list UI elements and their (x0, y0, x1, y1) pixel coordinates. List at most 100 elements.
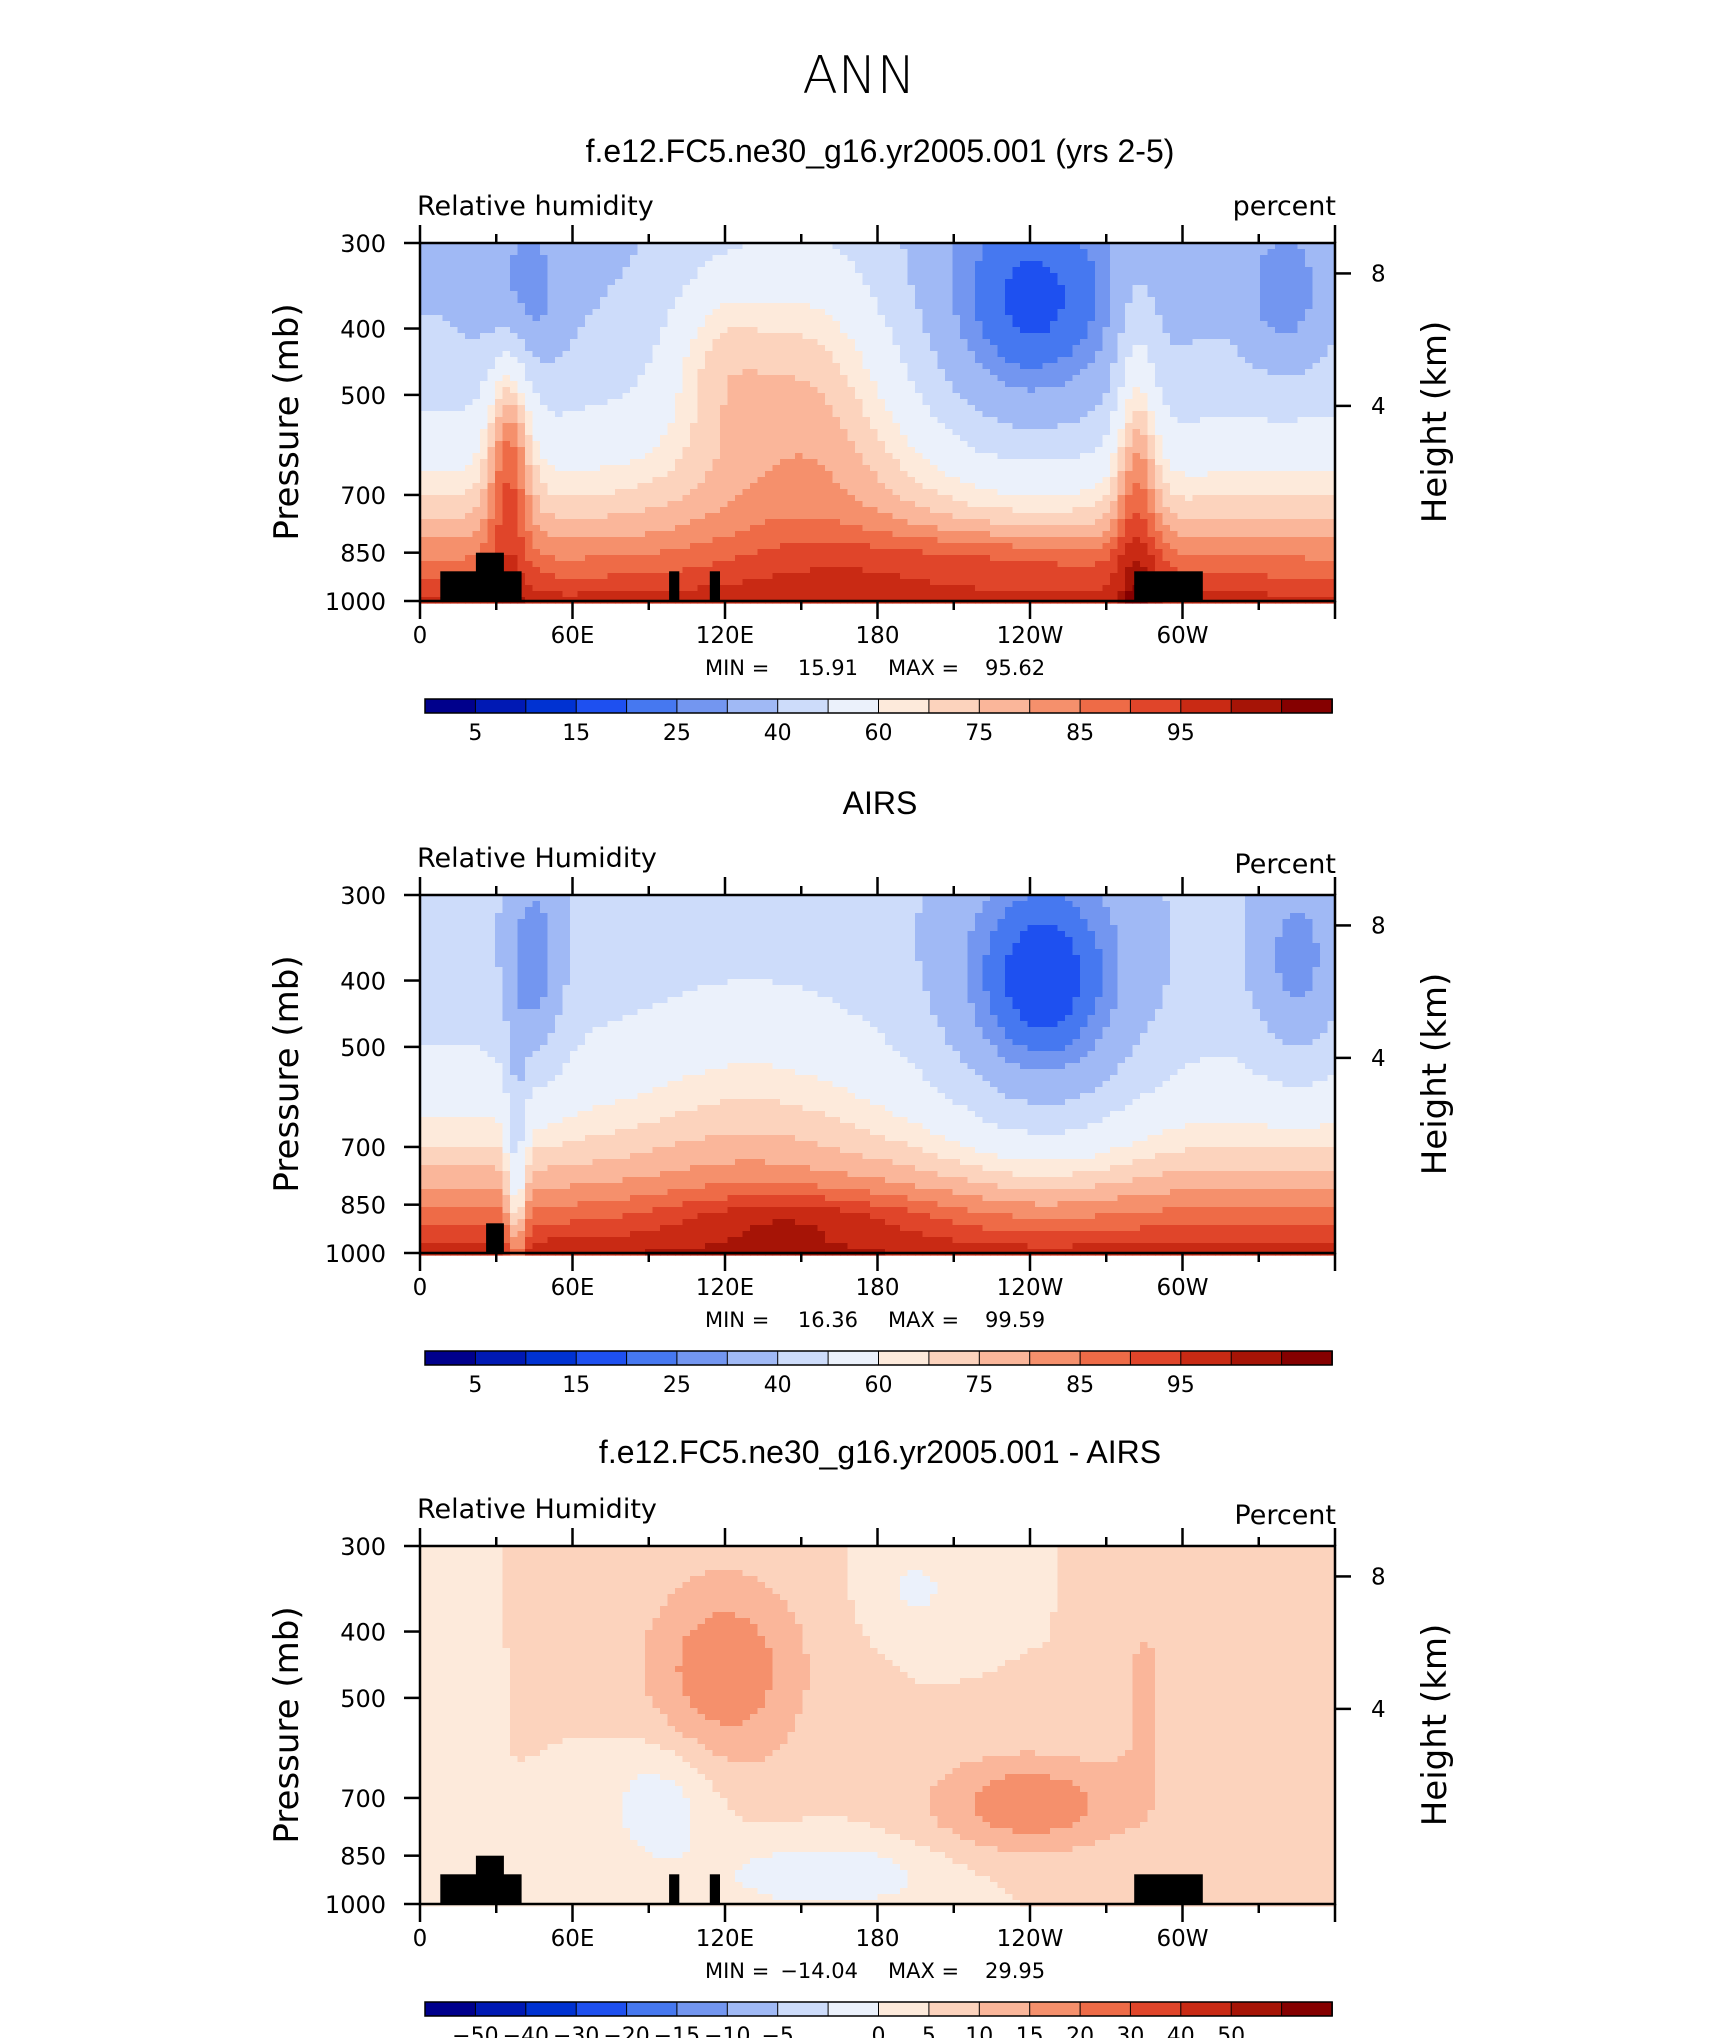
land-mask (710, 571, 720, 601)
x-tick-label: 120E (696, 623, 754, 649)
y-axis-title: Pressure (mb) (267, 1606, 307, 1843)
x-tick-label: 60W (1156, 1926, 1208, 1952)
panel-title: f.e12.FC5.ne30_g16.yr2005.001 (yrs 2-5) (586, 133, 1175, 169)
colorbar-box (677, 699, 728, 713)
colorbar-box (475, 2002, 526, 2016)
y-tick-label: 400 (340, 316, 386, 344)
land-mask (669, 1874, 679, 1904)
colorbar: −50 −40 −30 −20 −15 −10 −5 0 5 10 15 20 30 40 50 (425, 2002, 1332, 2038)
colorbar-box (677, 2002, 728, 2016)
x-tick-label: 60W (1156, 623, 1208, 649)
colorbar-box (1080, 699, 1131, 713)
colorbar-box (1030, 2002, 1081, 2016)
land-mask (476, 553, 504, 601)
x-tick-label: 120E (696, 1275, 754, 1301)
colorbar-box (979, 699, 1030, 713)
land-mask (669, 571, 679, 601)
colorbar-box (677, 1351, 728, 1365)
colorbar-label: −20 (603, 2024, 649, 2038)
colorbar-label: 0 (872, 2024, 886, 2038)
min-value: 15.91 (798, 656, 858, 680)
y-tick-label-right: 8 (1371, 1564, 1386, 1590)
panel-title: AIRS (843, 785, 918, 821)
units-label: Percent (1234, 849, 1336, 880)
colorbar-box (1130, 1351, 1181, 1365)
y-tick-label: 700 (340, 1134, 386, 1162)
colorbar-label: −5 (761, 2024, 793, 2038)
colorbar-label: 85 (1066, 1373, 1094, 1398)
y-axis-title-right: Height (km) (1415, 321, 1455, 524)
y-tick-label: 400 (340, 968, 386, 996)
colorbar-label: 50 (1217, 2024, 1245, 2038)
y-tick-label: 1000 (325, 588, 386, 616)
y-tick-label: 500 (340, 1685, 386, 1713)
min-label: MIN = (705, 656, 769, 680)
variable-label: Relative Humidity (417, 843, 657, 874)
colorbar-label: 95 (1167, 1373, 1195, 1398)
units-label: Percent (1234, 1500, 1336, 1531)
colorbar-box (627, 2002, 678, 2016)
land-mask (476, 1856, 504, 1904)
y-tick-label-right: 4 (1371, 1697, 1386, 1723)
colorbar-box (1282, 2002, 1333, 2016)
colorbar-label: 10 (965, 2024, 993, 2038)
y-tick-label: 500 (340, 1034, 386, 1062)
y-tick-label: 700 (340, 482, 386, 510)
colorbar-box (929, 2002, 980, 2016)
colorbar-label: 25 (663, 1373, 691, 1398)
colorbar-box (526, 1351, 577, 1365)
colorbar-box (828, 2002, 879, 2016)
min-value: 16.36 (798, 1308, 858, 1332)
colorbar-box (1030, 699, 1081, 713)
x-tick-label: 180 (856, 623, 900, 649)
y-tick-label-right: 8 (1371, 261, 1386, 287)
colorbar-label: 15 (1016, 2024, 1044, 2038)
y-tick-label: 850 (340, 1192, 386, 1220)
max-label: MAX = (888, 1959, 959, 1983)
y-tick-label: 300 (340, 1533, 386, 1561)
y-tick-label: 500 (340, 382, 386, 410)
colorbar-box (727, 1351, 778, 1365)
max-value: 29.95 (985, 1959, 1045, 1983)
colorbar-box (425, 1351, 476, 1365)
y-tick-label-right: 4 (1371, 394, 1386, 420)
colorbar-box (727, 699, 778, 713)
y-tick-label: 700 (340, 1785, 386, 1813)
colorbar-box (1080, 1351, 1131, 1365)
figure-title: ANN (802, 46, 915, 106)
colorbar-label: 20 (1066, 2024, 1094, 2038)
colorbar-box (627, 1351, 678, 1365)
x-tick-label: 120W (997, 623, 1064, 649)
colorbar-label: 5 (468, 721, 482, 746)
colorbar-label: 40 (764, 1373, 792, 1398)
colorbar-label: −50 (452, 2024, 498, 2038)
colorbar-box (526, 699, 577, 713)
max-label: MAX = (888, 656, 959, 680)
y-tick-label-right: 4 (1371, 1046, 1386, 1072)
x-tick-label: 120W (997, 1275, 1064, 1301)
colorbar-label: −40 (503, 2024, 549, 2038)
colorbar-box (879, 699, 930, 713)
colorbar-box (1231, 2002, 1282, 2016)
x-tick-label: 120W (997, 1926, 1064, 1952)
colorbar-box (627, 699, 678, 713)
colorbar-label: 25 (663, 721, 691, 746)
colorbar-box (979, 2002, 1030, 2016)
colorbar-box (475, 699, 526, 713)
colorbar-label: 5 (922, 2024, 936, 2038)
colorbar-box (1181, 2002, 1232, 2016)
land-mask (486, 1223, 504, 1253)
colorbar-label: 30 (1116, 2024, 1144, 2038)
y-axis-title: Pressure (mb) (267, 303, 307, 540)
colorbar-label: 60 (865, 1373, 893, 1398)
panel-title: f.e12.FC5.ne30_g16.yr2005.001 - AIRS (599, 1434, 1161, 1470)
y-axis-title: Pressure (mb) (267, 955, 307, 1192)
colorbar-box (1282, 699, 1333, 713)
units-label: percent (1233, 191, 1336, 222)
max-label: MAX = (888, 1308, 959, 1332)
y-tick-label: 1000 (325, 1240, 386, 1268)
colorbar-box (1231, 1351, 1282, 1365)
colorbar-box (1130, 699, 1181, 713)
